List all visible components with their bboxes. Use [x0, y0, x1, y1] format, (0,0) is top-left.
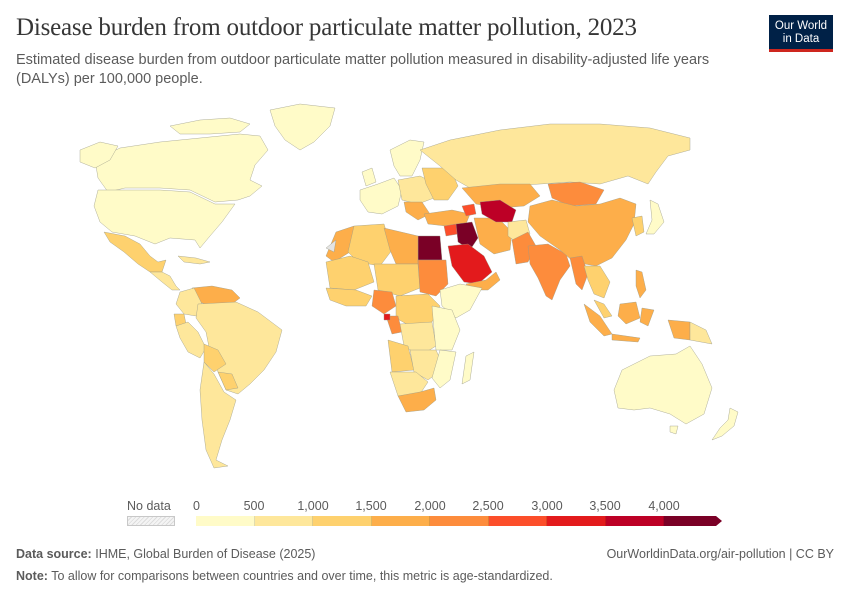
region-mexico[interactable] — [103, 231, 167, 273]
region-philippines[interactable] — [635, 269, 647, 299]
owid-logo[interactable]: Our World in Data — [769, 15, 833, 52]
region-nigeria[interactable] — [371, 289, 397, 315]
legend-tick-500: 500 — [243, 499, 265, 513]
region-java[interactable] — [611, 333, 641, 343]
region-west-africa[interactable] — [325, 287, 373, 307]
note-label: Note: — [16, 569, 48, 583]
region-malaysia[interactable] — [593, 299, 613, 319]
region-scandinavia[interactable] — [389, 139, 425, 177]
legend-bin-0-500[interactable] — [196, 516, 255, 526]
color-legend: No data 0 500 1,000 1,500 2,000 2,500 3,… — [0, 496, 850, 536]
region-madagascar[interactable] — [461, 351, 475, 385]
region-colombia[interactable] — [175, 287, 203, 317]
legend-bin-3500-4000[interactable] — [605, 516, 664, 526]
legend-tick-4000: 4,000 — [648, 499, 680, 513]
legend-tick-3000: 3,000 — [531, 499, 563, 513]
legend-no-data-label: No data — [127, 499, 171, 513]
chart-note: Note: To allow for comparisons between c… — [16, 569, 553, 583]
region-sumatra[interactable] — [583, 303, 613, 337]
region-india[interactable] — [527, 243, 571, 301]
region-southeast-asia[interactable] — [583, 265, 611, 299]
legend-no-data-swatch[interactable] — [127, 516, 175, 526]
region-caucasus[interactable] — [461, 203, 477, 217]
region-saudi-arabia[interactable] — [447, 243, 493, 285]
region-bolivia[interactable] — [203, 343, 227, 373]
world-map[interactable] — [0, 100, 850, 490]
logo-line-2: in Data — [782, 33, 820, 45]
region-usa[interactable] — [93, 189, 236, 249]
note-text: To allow for comparisons between countri… — [51, 569, 553, 583]
region-japan[interactable] — [645, 199, 665, 235]
legend-bin-1500-2000[interactable] — [371, 516, 430, 526]
source-label: Data source: — [16, 547, 92, 561]
region-namibia-botswana[interactable] — [389, 371, 429, 397]
region-niger-chad[interactable] — [373, 263, 421, 297]
region-korea[interactable] — [631, 215, 645, 237]
region-uk[interactable] — [361, 167, 377, 187]
region-new-guinea-west[interactable] — [667, 319, 691, 341]
region-argentina-chile[interactable] — [199, 361, 237, 469]
region-mongolia[interactable] — [547, 181, 605, 207]
legend-bin-3000-3500[interactable] — [547, 516, 606, 526]
region-egypt[interactable] — [417, 235, 443, 261]
region-iraq[interactable] — [455, 221, 479, 251]
region-canada[interactable] — [94, 133, 269, 203]
region-mozambique[interactable] — [431, 349, 457, 389]
region-libya[interactable] — [383, 227, 419, 265]
region-western-sahara-nodata[interactable] — [325, 239, 337, 253]
legend-bin-1000-1500[interactable] — [313, 516, 372, 526]
region-brazil[interactable] — [195, 301, 283, 395]
region-china[interactable] — [527, 197, 637, 267]
source-text[interactable]: IHME, Global Burden of Disease (2025) — [95, 547, 316, 561]
legend-bin-500-1000[interactable] — [254, 516, 313, 526]
source-url-link[interactable]: OurWorldinData.org/air-pollution | CC BY — [606, 547, 834, 561]
region-east-africa[interactable] — [431, 305, 461, 351]
region-borneo[interactable] — [617, 301, 641, 325]
legend-tick-1000: 1,000 — [297, 499, 329, 513]
region-myanmar[interactable] — [569, 255, 589, 291]
region-equatorial-guinea[interactable] — [383, 313, 391, 321]
region-balkans[interactable] — [403, 201, 431, 221]
legend-tick-2000: 2,000 — [414, 499, 446, 513]
legend-arrow-icon — [716, 516, 722, 526]
region-central-america[interactable] — [149, 271, 181, 291]
logo-line-1: Our World — [774, 20, 828, 32]
legend-tick-3500: 3,500 — [589, 499, 621, 513]
region-syria[interactable] — [443, 223, 459, 237]
region-papua-new-guinea[interactable] — [689, 321, 713, 345]
legend-tick-1500: 1,500 — [355, 499, 387, 513]
region-peru[interactable] — [175, 321, 207, 359]
region-new-zealand[interactable] — [711, 407, 739, 441]
chart-title: Disease burden from outdoor particulate … — [16, 14, 637, 41]
region-south-africa[interactable] — [397, 387, 437, 413]
legend-color-bins — [196, 516, 722, 526]
region-australia[interactable] — [613, 345, 713, 425]
region-tasmania[interactable] — [669, 425, 679, 435]
legend-bin-2000-2500[interactable] — [430, 516, 489, 526]
region-paraguay[interactable] — [217, 371, 239, 391]
region-alaska[interactable] — [79, 141, 119, 169]
legend-bin-2500-3000[interactable] — [488, 516, 547, 526]
region-russia[interactable] — [419, 123, 691, 191]
region-canada-arctic[interactable] — [169, 117, 251, 135]
region-iran[interactable] — [473, 217, 513, 255]
legend-bin-4000-plus[interactable] — [664, 516, 716, 526]
region-western-europe[interactable] — [359, 177, 403, 215]
region-sulawesi[interactable] — [639, 307, 655, 327]
data-source: Data source: IHME, Global Burden of Dise… — [16, 547, 315, 561]
region-greenland[interactable] — [269, 103, 336, 151]
region-mauritania-mali[interactable] — [325, 255, 375, 291]
legend-tick-0: 0 — [193, 499, 200, 513]
chart-subtitle: Estimated disease burden from outdoor pa… — [16, 52, 710, 87]
region-caribbean[interactable] — [177, 255, 211, 265]
legend-tick-2500: 2,500 — [472, 499, 504, 513]
